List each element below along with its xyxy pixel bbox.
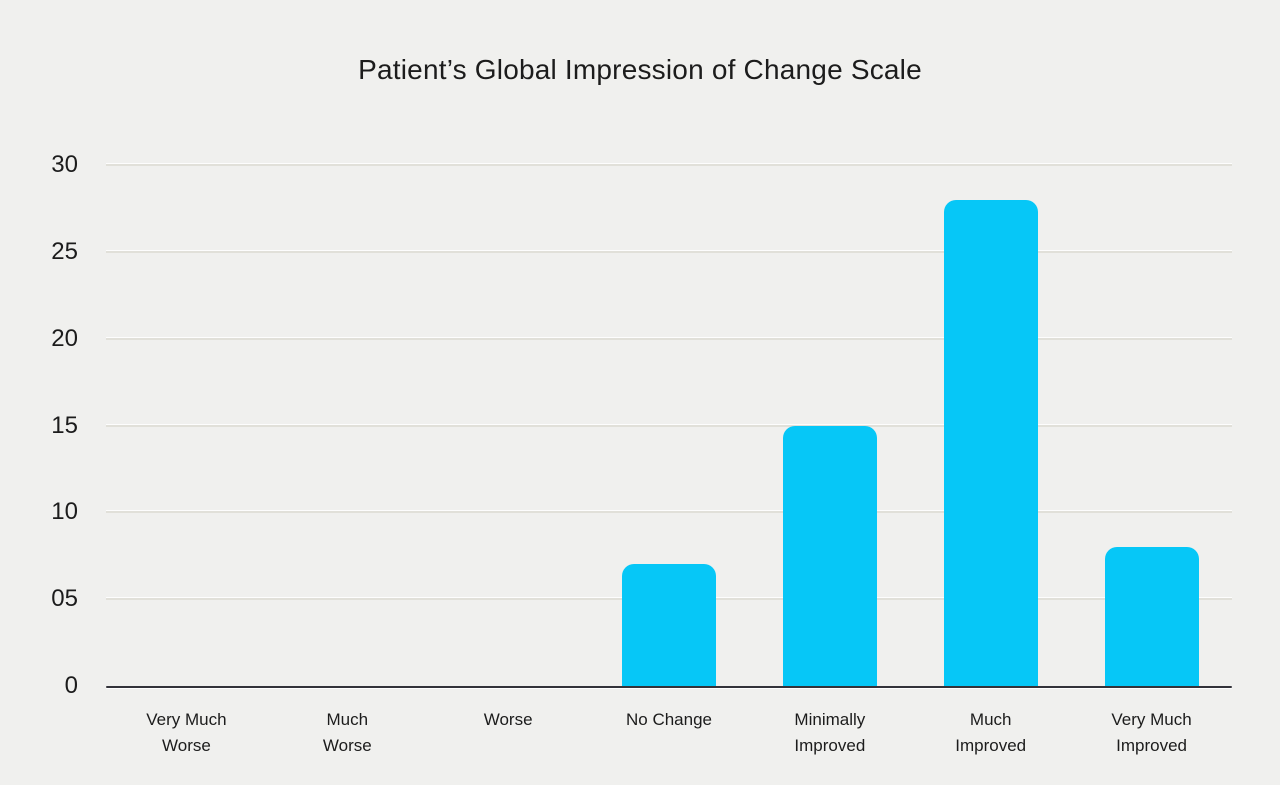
- y-tick-label-10: 10: [51, 498, 78, 526]
- x-label-very-much-improved: Very Much Improved: [1111, 710, 1192, 755]
- gridline-10: [106, 511, 1232, 514]
- y-tick-label-05: 05: [51, 585, 78, 613]
- gridline-20: [106, 337, 1232, 340]
- chart-title: Patient’s Global Impression of Change Sc…: [358, 54, 922, 85]
- bar-much-improved: [943, 199, 1038, 686]
- bar-no-change: [622, 564, 716, 686]
- x-label-worse: Worse: [483, 710, 533, 729]
- bar-minimally-improved: [782, 425, 877, 686]
- bar-very-much-improved: [1104, 547, 1199, 686]
- x-axis-line: [106, 686, 1232, 688]
- gridline-30: [106, 164, 1232, 166]
- y-tick-label-15: 15: [51, 411, 78, 439]
- x-label-much-improved: Much Improved: [955, 710, 1027, 755]
- y-tick-label-0: 0: [64, 672, 78, 699]
- x-label-no-change: No Change: [625, 710, 712, 729]
- y-tick-label-20: 20: [51, 324, 78, 352]
- x-label-very-much-worse: Very Much Worse: [146, 710, 227, 755]
- y-tick-label-30: 30: [51, 151, 78, 178]
- y-tick-label-25: 25: [51, 237, 78, 265]
- gridline-15: [106, 424, 1232, 427]
- gridline-25: [106, 250, 1232, 253]
- x-label-much-worse: Much Worse: [322, 710, 372, 755]
- x-label-minimally-improved: Minimally Improved: [794, 710, 866, 755]
